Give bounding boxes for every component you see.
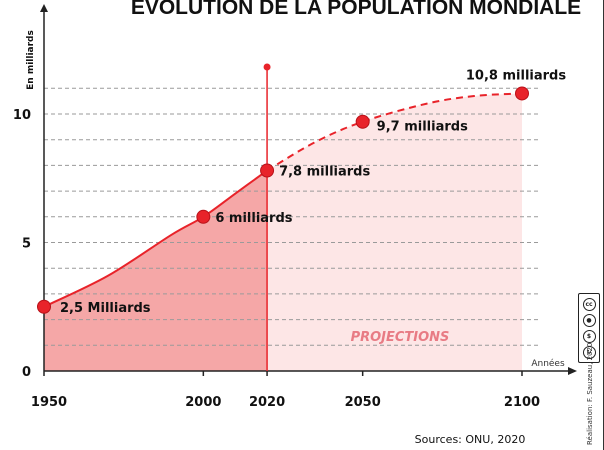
y-tick-label: 10 (13, 108, 31, 123)
x-tick-label: 2020 (249, 395, 285, 410)
projection-area (267, 93, 522, 371)
x-tick-label: 2100 (504, 395, 540, 410)
data-label: 10,8 milliards (466, 68, 566, 83)
labels: 2,5 Milliards 6 milliards 7,8 milliards 9,7… (60, 68, 566, 315)
by-icon: ● (582, 313, 596, 327)
gridlines (44, 87, 540, 346)
projection-label: PROJECTIONS (351, 330, 450, 345)
x-axis-label: Années (531, 358, 565, 369)
y-tick-label: 0 (22, 365, 31, 380)
x-tick-label: 2050 (345, 395, 381, 410)
x-tick-label: 2000 (185, 395, 221, 410)
data-label: 6 milliards (215, 211, 292, 226)
series-lines (43, 63, 523, 371)
divider-top-dot (263, 63, 271, 71)
area-fills (44, 93, 522, 371)
license-badge: cc ● $ ↻ (578, 293, 600, 363)
data-point (260, 163, 275, 178)
markers (37, 86, 529, 314)
chart-title: ÉVOLUTION DE LA POPULATION MONDIALE (131, 0, 581, 19)
observed-area (44, 170, 268, 371)
observed-line (43, 169, 268, 308)
y-axis-arrow (40, 4, 48, 12)
data-label: 7,8 milliards (279, 165, 370, 180)
source-note: Sources: ONU, 2020 (415, 433, 526, 446)
data-point (355, 114, 370, 129)
nc-icon: $ (582, 329, 596, 343)
data-label: 9,7 milliards (377, 120, 468, 135)
x-axis-arrow (568, 367, 577, 375)
y-axis-label: En milliards (26, 30, 36, 90)
axes: 1950 2000 2020 2050 2100 0 5 10 (13, 4, 577, 410)
y-tick-label: 5 (22, 237, 31, 252)
x-tick-label: 1950 (31, 395, 67, 410)
credit-text: Réalisation: F. Sauzeau, 2020 (586, 342, 594, 445)
data-point (515, 86, 529, 101)
sa-icon: ↻ (582, 345, 596, 359)
projection-line (266, 92, 523, 172)
cc-icon: cc (582, 297, 596, 311)
data-label: 2,5 Milliards (60, 301, 151, 316)
data-point (196, 209, 211, 224)
data-point (37, 299, 51, 314)
